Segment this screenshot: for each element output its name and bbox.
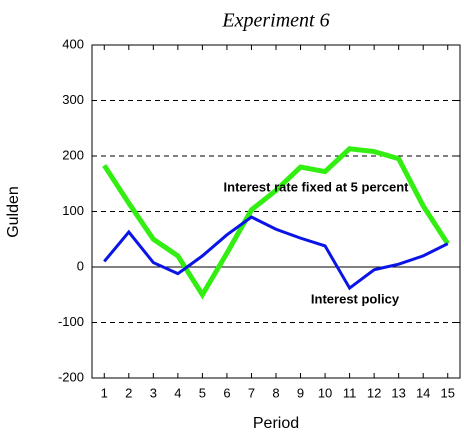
- y-tick-label: -200: [58, 369, 84, 384]
- y-tick-label: 0: [77, 258, 84, 273]
- series-line: [102, 146, 450, 300]
- y-tick-label: 200: [62, 147, 84, 162]
- chart-title: Experiment 6: [221, 10, 329, 32]
- x-tick-label: 14: [416, 385, 430, 400]
- x-tick-label: 3: [150, 385, 157, 400]
- x-tick-label: 2: [125, 385, 132, 400]
- x-axis-label: Period: [253, 415, 299, 432]
- x-tick-label: 4: [174, 385, 181, 400]
- y-tick-label: -100: [58, 314, 84, 329]
- y-axis-label: Gulden: [5, 186, 22, 238]
- series-line: [103, 215, 449, 291]
- x-tick-label: 1: [101, 385, 108, 400]
- plot-frame: [91, 44, 461, 379]
- x-tick-label: 6: [223, 385, 230, 400]
- x-tick-label: 10: [318, 385, 332, 400]
- y-tick-label: 300: [62, 92, 84, 107]
- series-label: Interest policy: [311, 291, 400, 306]
- x-tick-label: 13: [391, 385, 405, 400]
- x-tick-label: 8: [272, 385, 279, 400]
- x-tick-label: 9: [297, 385, 304, 400]
- x-tick-label: 15: [440, 385, 454, 400]
- x-tick-label: 12: [367, 385, 381, 400]
- x-tick-label: 11: [343, 385, 357, 400]
- x-tick-label: 5: [199, 385, 206, 400]
- y-tick-label: 400: [62, 36, 84, 51]
- y-tick-label: 100: [62, 203, 84, 218]
- series-label: Interest rate fixed at 5 percent: [224, 179, 410, 194]
- x-tick-label: 7: [248, 385, 255, 400]
